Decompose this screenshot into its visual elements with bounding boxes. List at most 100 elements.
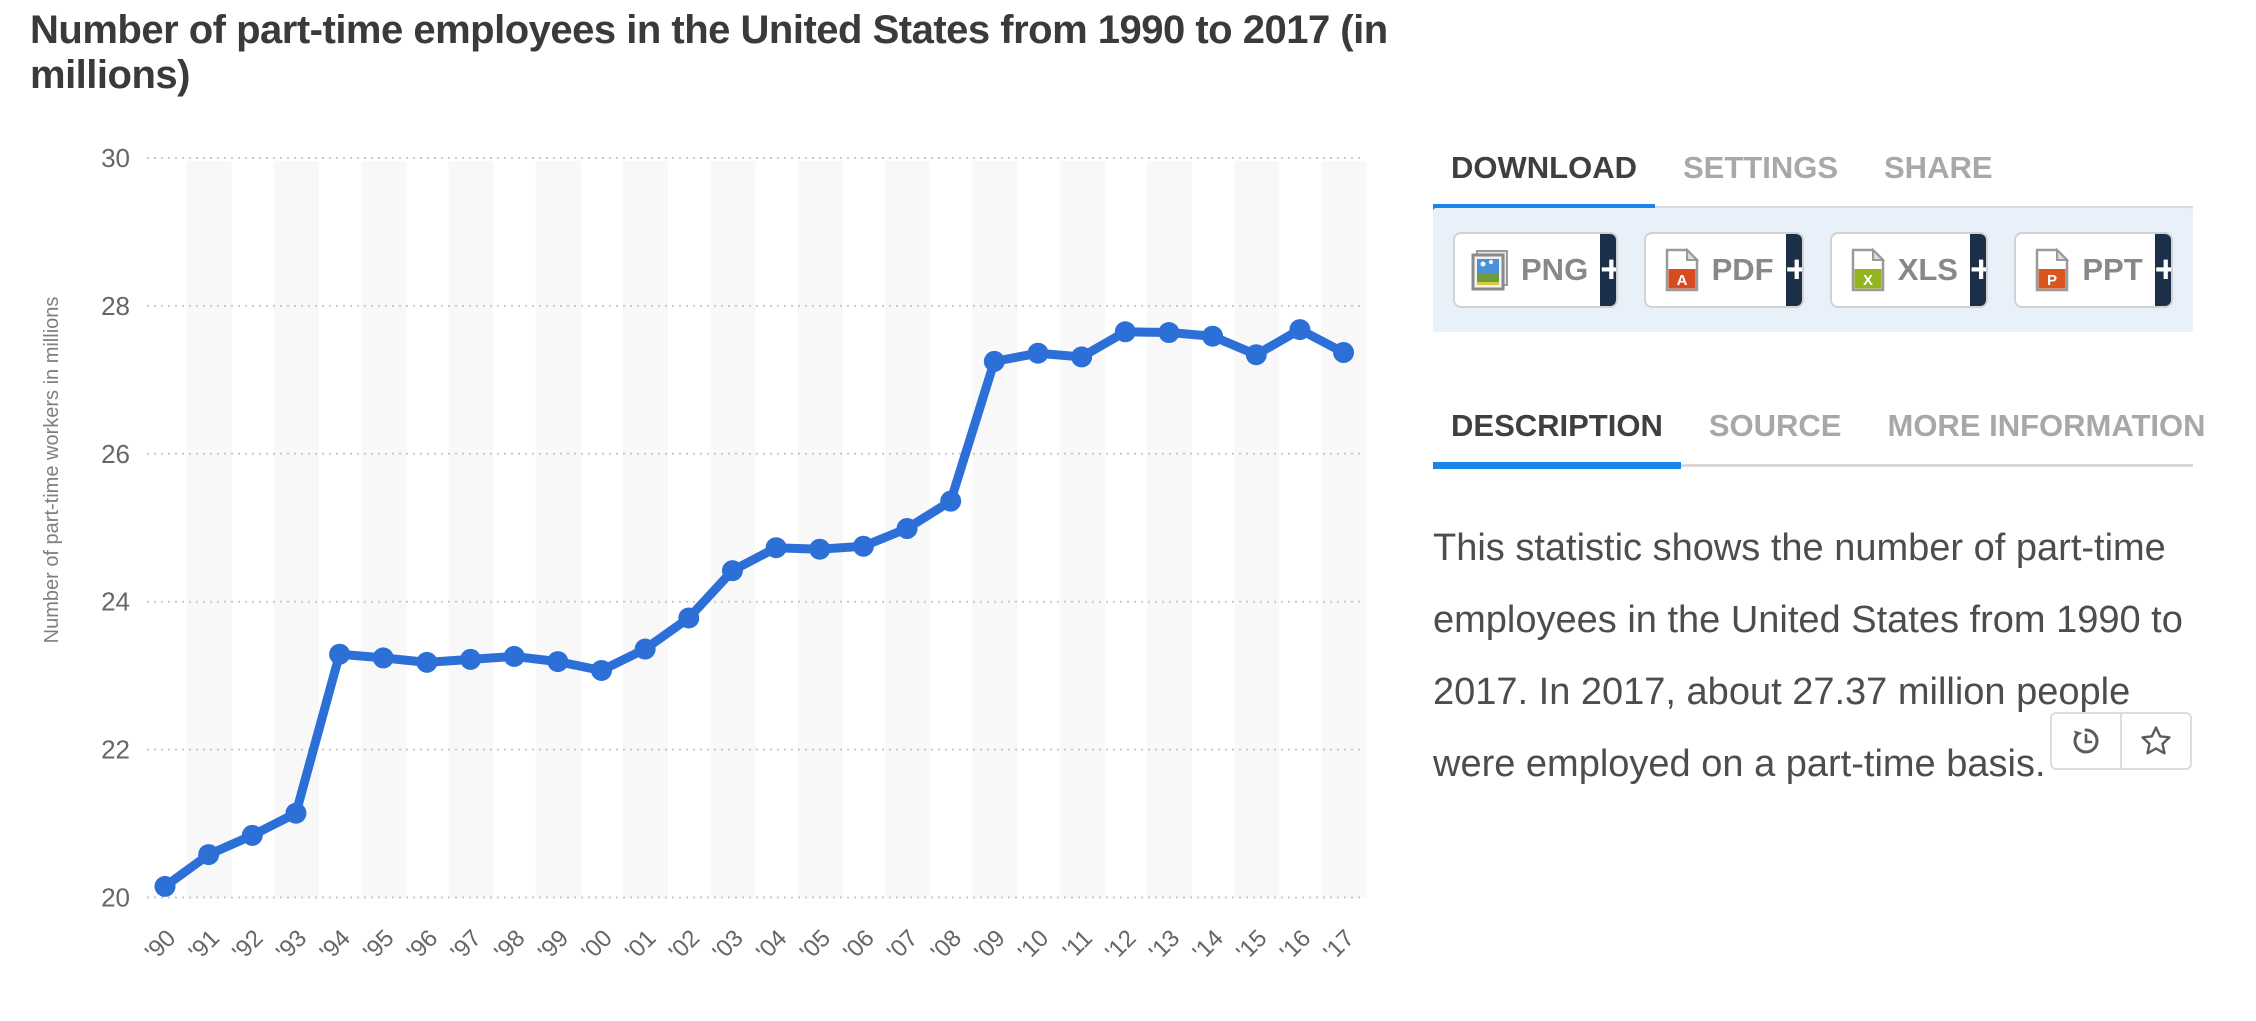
x-tick-label: '00 <box>577 925 618 966</box>
tab-source[interactable]: SOURCE <box>1708 408 1842 443</box>
xls-file-icon: X <box>1851 247 1886 292</box>
data-point[interactable]: 1994: 23.29 <box>329 643 351 665</box>
chart: 20 22 24 26 28 30 '90'91'92'93'94'95'96'97'98… <box>41 143 1367 966</box>
download-panel: PNG + A PDF + X XLS + <box>1433 208 2193 332</box>
download-xls-plus-button[interactable]: + <box>1969 234 1987 306</box>
y-tick-label: 26 <box>101 439 130 469</box>
download-ppt-label: PPT <box>2082 252 2143 287</box>
tab-download[interactable]: DOWNLOAD <box>1433 150 1655 211</box>
data-point[interactable]: 2011: 27.31 <box>1071 346 1093 368</box>
y-tick-label: 30 <box>101 143 130 173</box>
svg-text:X: X <box>1863 272 1873 289</box>
x-tick-label: '08 <box>926 925 967 966</box>
x-tick-label: '99 <box>533 925 574 966</box>
data-point[interactable]: 1995: 23.24 <box>372 647 394 669</box>
download-pdf-plus-button[interactable]: + <box>1785 234 1802 306</box>
x-tick-label: '01 <box>620 925 661 966</box>
ppt-file-icon: P <box>2036 247 2070 292</box>
x-tick-label: '04 <box>751 925 792 966</box>
download-png-plus-button[interactable]: + <box>1600 234 1616 306</box>
x-tick-label: '90 <box>140 925 181 966</box>
data-point[interactable]: 2014: 27.59 <box>1202 325 1224 347</box>
info-tabbar: DESCRIPTION SOURCE MORE INFORMATION <box>1433 408 2206 469</box>
x-tick-label: '09 <box>969 925 1010 966</box>
star-icon <box>2141 726 2171 755</box>
history-icon <box>2073 728 2099 754</box>
x-tick-label: '10 <box>1013 925 1054 966</box>
chart-gridlines <box>147 157 1365 899</box>
data-point[interactable]: 2016: 27.68 <box>1289 319 1311 341</box>
download-pdf-button[interactable]: A PDF + <box>1643 232 1804 308</box>
y-tick-label: 20 <box>101 883 130 913</box>
y-tick-label: 24 <box>101 587 130 617</box>
download-png-label: PNG <box>1521 252 1589 287</box>
y-axis-title: Number of part-time workers in millions <box>41 297 63 644</box>
data-point[interactable]: 1996: 23.18 <box>416 651 438 673</box>
x-tick-label: '97 <box>446 925 487 966</box>
svg-text:A: A <box>1676 272 1687 289</box>
data-point[interactable]: 1999: 23.19 <box>547 651 569 673</box>
data-point[interactable]: 2008: 25.36 <box>940 490 962 512</box>
x-tick-label: '13 <box>1144 925 1185 966</box>
history-button[interactable] <box>2050 712 2121 770</box>
download-tabbar: DOWNLOAD SETTINGS SHARE <box>1433 150 2193 211</box>
x-tick-label: '17 <box>1319 925 1360 966</box>
tab-description[interactable]: DESCRIPTION <box>1433 408 1681 469</box>
data-point[interactable]: 1998: 23.26 <box>503 645 525 667</box>
data-point[interactable]: 2003: 24.42 <box>721 560 743 582</box>
chart-svg: 20 22 24 26 28 30 '90'91'92'93'94'95'96'97'98… <box>41 143 1367 966</box>
x-tick-label: '94 <box>315 925 356 966</box>
download-pdf-label: PDF <box>1711 252 1774 287</box>
x-tick-label: '05 <box>795 925 836 966</box>
y-tick-label: 22 <box>101 735 130 765</box>
data-point[interactable]: 2002: 23.78 <box>678 607 700 629</box>
data-point[interactable]: 2001: 23.36 <box>634 638 656 660</box>
x-tick-label: '12 <box>1100 925 1141 966</box>
data-point[interactable]: 2004: 24.73 <box>765 537 787 559</box>
y-axis-tick-labels: 20 22 24 26 28 30 <box>101 143 130 913</box>
favorite-button[interactable] <box>2121 712 2192 770</box>
data-point[interactable]: 2010: 27.36 <box>1027 342 1049 364</box>
data-point[interactable]: 2005: 24.71 <box>809 538 831 560</box>
series-line <box>160 325 1349 891</box>
x-tick-label: '92 <box>227 925 268 966</box>
action-button-group <box>2050 712 2192 770</box>
data-point[interactable]: 1992: 20.84 <box>241 824 263 846</box>
data-point[interactable]: 2017: 27.37 <box>1333 341 1355 363</box>
x-tick-label: '07 <box>882 925 923 966</box>
x-tick-label: '91 <box>184 925 225 966</box>
data-point[interactable]: 2009: 27.25 <box>983 350 1005 372</box>
x-tick-label: '11 <box>1058 925 1098 965</box>
data-point[interactable]: 2006: 24.75 <box>852 535 874 557</box>
x-tick-label: '06 <box>838 925 879 966</box>
x-tick-label: '15 <box>1231 925 1272 966</box>
data-point[interactable]: 1990: 20.15 <box>154 875 176 897</box>
data-point[interactable]: 2012: 27.65 <box>1114 321 1136 343</box>
tab-settings[interactable]: SETTINGS <box>1682 150 1838 185</box>
data-point[interactable]: 1997: 23.22 <box>460 648 482 670</box>
pdf-file-icon: A <box>1665 247 1699 292</box>
data-point[interactable]: 2013: 27.64 <box>1158 322 1180 344</box>
x-tick-label: '98 <box>489 925 530 966</box>
data-point[interactable]: 1991: 20.58 <box>198 844 220 866</box>
x-axis-tick-labels: '90'91'92'93'94'95'96'97'98'99'00'01'02 '… <box>140 925 1360 966</box>
svg-text:P: P <box>2047 272 2057 289</box>
tab-share[interactable]: SHARE <box>1884 150 1993 185</box>
chart-series: 1990: 20.15 1991: 20.58 1992: 20.84 1993: 2… <box>154 319 1355 897</box>
download-ppt-button[interactable]: P PPT + <box>2014 232 2173 308</box>
x-tick-label: '03 <box>707 925 748 966</box>
download-png-button[interactable]: PNG + <box>1453 232 1618 308</box>
y-tick-label: 28 <box>101 291 130 321</box>
download-ppt-plus-button[interactable]: + <box>2154 234 2172 306</box>
tab-more-information[interactable]: MORE INFORMATION <box>1887 408 2206 443</box>
x-tick-label: '95 <box>358 925 399 966</box>
data-point[interactable]: 2000: 23.07 <box>591 659 612 681</box>
download-xls-button[interactable]: X XLS + <box>1829 232 1989 308</box>
data-point[interactable]: 2007: 24.99 <box>896 517 918 539</box>
x-tick-label: '93 <box>271 925 312 966</box>
description-text: This statistic shows the number of part-… <box>1433 527 2183 785</box>
x-tick-label: '02 <box>664 925 705 966</box>
download-xls-label: XLS <box>1897 252 1958 287</box>
data-point[interactable]: 2015: 27.34 <box>1245 344 1267 366</box>
data-point[interactable]: 1993: 21.14 <box>285 802 307 824</box>
